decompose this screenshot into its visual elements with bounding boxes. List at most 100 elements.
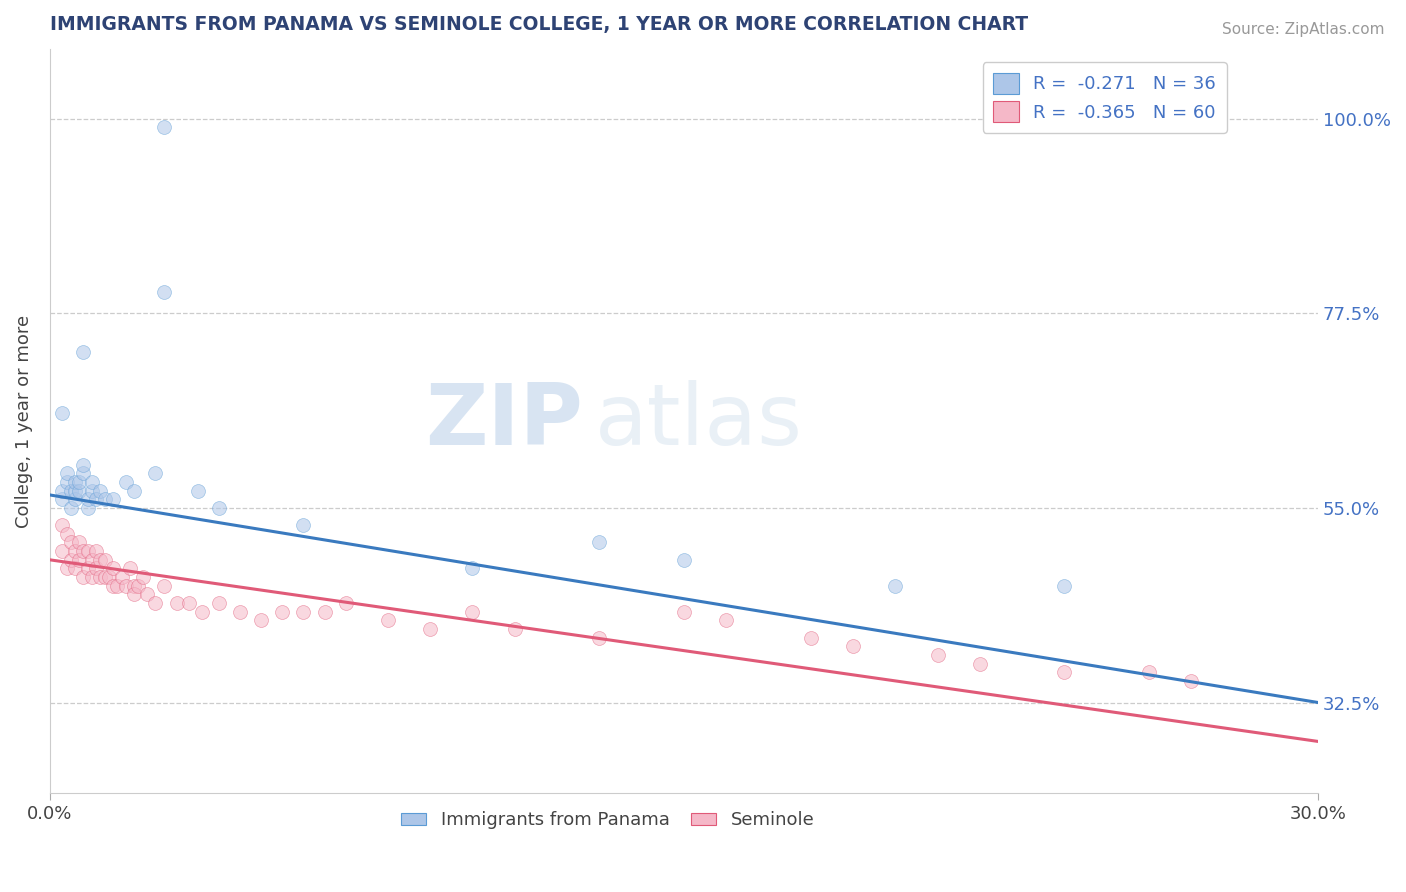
Point [76, 492, 98, 507]
Point [80, 570, 103, 584]
Point [672, 605, 695, 619]
Point [67, 535, 90, 549]
Point [179, 596, 201, 610]
Point [208, 500, 231, 515]
Point [59, 535, 82, 549]
Point [419, 622, 441, 636]
Point [335, 596, 357, 610]
Point [84, 544, 107, 558]
Point [969, 657, 991, 671]
Point [72, 458, 94, 472]
Point [101, 561, 124, 575]
Point [250, 613, 273, 627]
Point [118, 561, 141, 575]
Point [59, 553, 82, 567]
Point [884, 579, 907, 593]
Point [122, 483, 145, 498]
Point [80, 475, 103, 489]
Point [122, 587, 145, 601]
Point [93, 570, 115, 584]
Point [51, 544, 73, 558]
Point [72, 544, 94, 558]
Point [93, 492, 115, 507]
Point [59, 483, 82, 498]
Point [208, 596, 231, 610]
Point [1180, 673, 1202, 688]
Point [55, 467, 77, 481]
Point [1053, 579, 1076, 593]
Point [145, 596, 167, 610]
Point [1137, 665, 1160, 680]
Point [72, 467, 94, 481]
Point [89, 570, 111, 584]
Point [55, 526, 77, 541]
Point [59, 500, 82, 515]
Point [63, 483, 86, 498]
Point [153, 579, 176, 593]
Point [80, 483, 103, 498]
Point [72, 345, 94, 359]
Point [72, 570, 94, 584]
Point [76, 561, 98, 575]
Point [105, 579, 128, 593]
Point [191, 605, 214, 619]
Point [51, 518, 73, 533]
Text: ZIP: ZIP [425, 380, 582, 463]
Point [63, 492, 86, 507]
Point [927, 648, 949, 662]
Point [101, 492, 124, 507]
Point [135, 587, 157, 601]
Point [461, 605, 484, 619]
Point [800, 631, 823, 645]
Point [89, 553, 111, 567]
Point [67, 475, 90, 489]
Point [76, 500, 98, 515]
Point [292, 605, 315, 619]
Point [145, 467, 167, 481]
Text: atlas: atlas [595, 380, 803, 463]
Point [842, 640, 865, 654]
Point [51, 406, 73, 420]
Point [271, 605, 294, 619]
Point [89, 483, 111, 498]
Point [588, 631, 610, 645]
Point [63, 544, 86, 558]
Point [110, 570, 132, 584]
Point [84, 561, 107, 575]
Point [63, 475, 86, 489]
Point [101, 579, 124, 593]
Point [51, 492, 73, 507]
Point [187, 483, 209, 498]
Point [93, 553, 115, 567]
Point [80, 553, 103, 567]
Point [67, 553, 90, 567]
Point [153, 285, 176, 299]
Point [714, 613, 737, 627]
Point [97, 570, 120, 584]
Point [1053, 665, 1076, 680]
Point [461, 561, 484, 575]
Point [84, 492, 107, 507]
Point [588, 535, 610, 549]
Point [292, 518, 315, 533]
Text: Source: ZipAtlas.com: Source: ZipAtlas.com [1222, 22, 1385, 37]
Point [76, 544, 98, 558]
Point [503, 622, 526, 636]
Point [127, 579, 149, 593]
Point [114, 475, 136, 489]
Point [131, 570, 153, 584]
Point [314, 605, 336, 619]
Point [114, 579, 136, 593]
Point [51, 483, 73, 498]
Point [153, 120, 176, 135]
Point [377, 613, 399, 627]
Text: IMMIGRANTS FROM PANAMA VS SEMINOLE COLLEGE, 1 YEAR OR MORE CORRELATION CHART: IMMIGRANTS FROM PANAMA VS SEMINOLE COLLE… [49, 15, 1028, 34]
Legend: Immigrants from Panama, Seminole: Immigrants from Panama, Seminole [394, 804, 823, 837]
Point [166, 596, 188, 610]
Point [67, 483, 90, 498]
Point [229, 605, 252, 619]
Point [672, 553, 695, 567]
Y-axis label: College, 1 year or more: College, 1 year or more [15, 315, 32, 528]
Point [122, 579, 145, 593]
Point [63, 561, 86, 575]
